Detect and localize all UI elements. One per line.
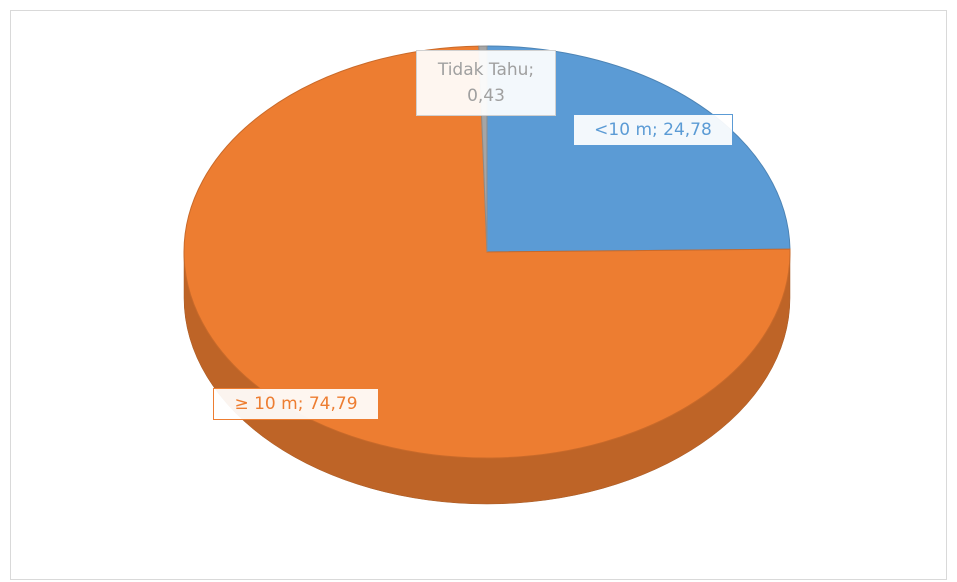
slice	[486, 45, 791, 253]
data-label: ≥ 10 m; 74,79	[213, 388, 379, 420]
data-label: Tidak Tahu; 0,43	[416, 50, 556, 116]
data-label: <10 m; 24,78	[573, 114, 733, 146]
